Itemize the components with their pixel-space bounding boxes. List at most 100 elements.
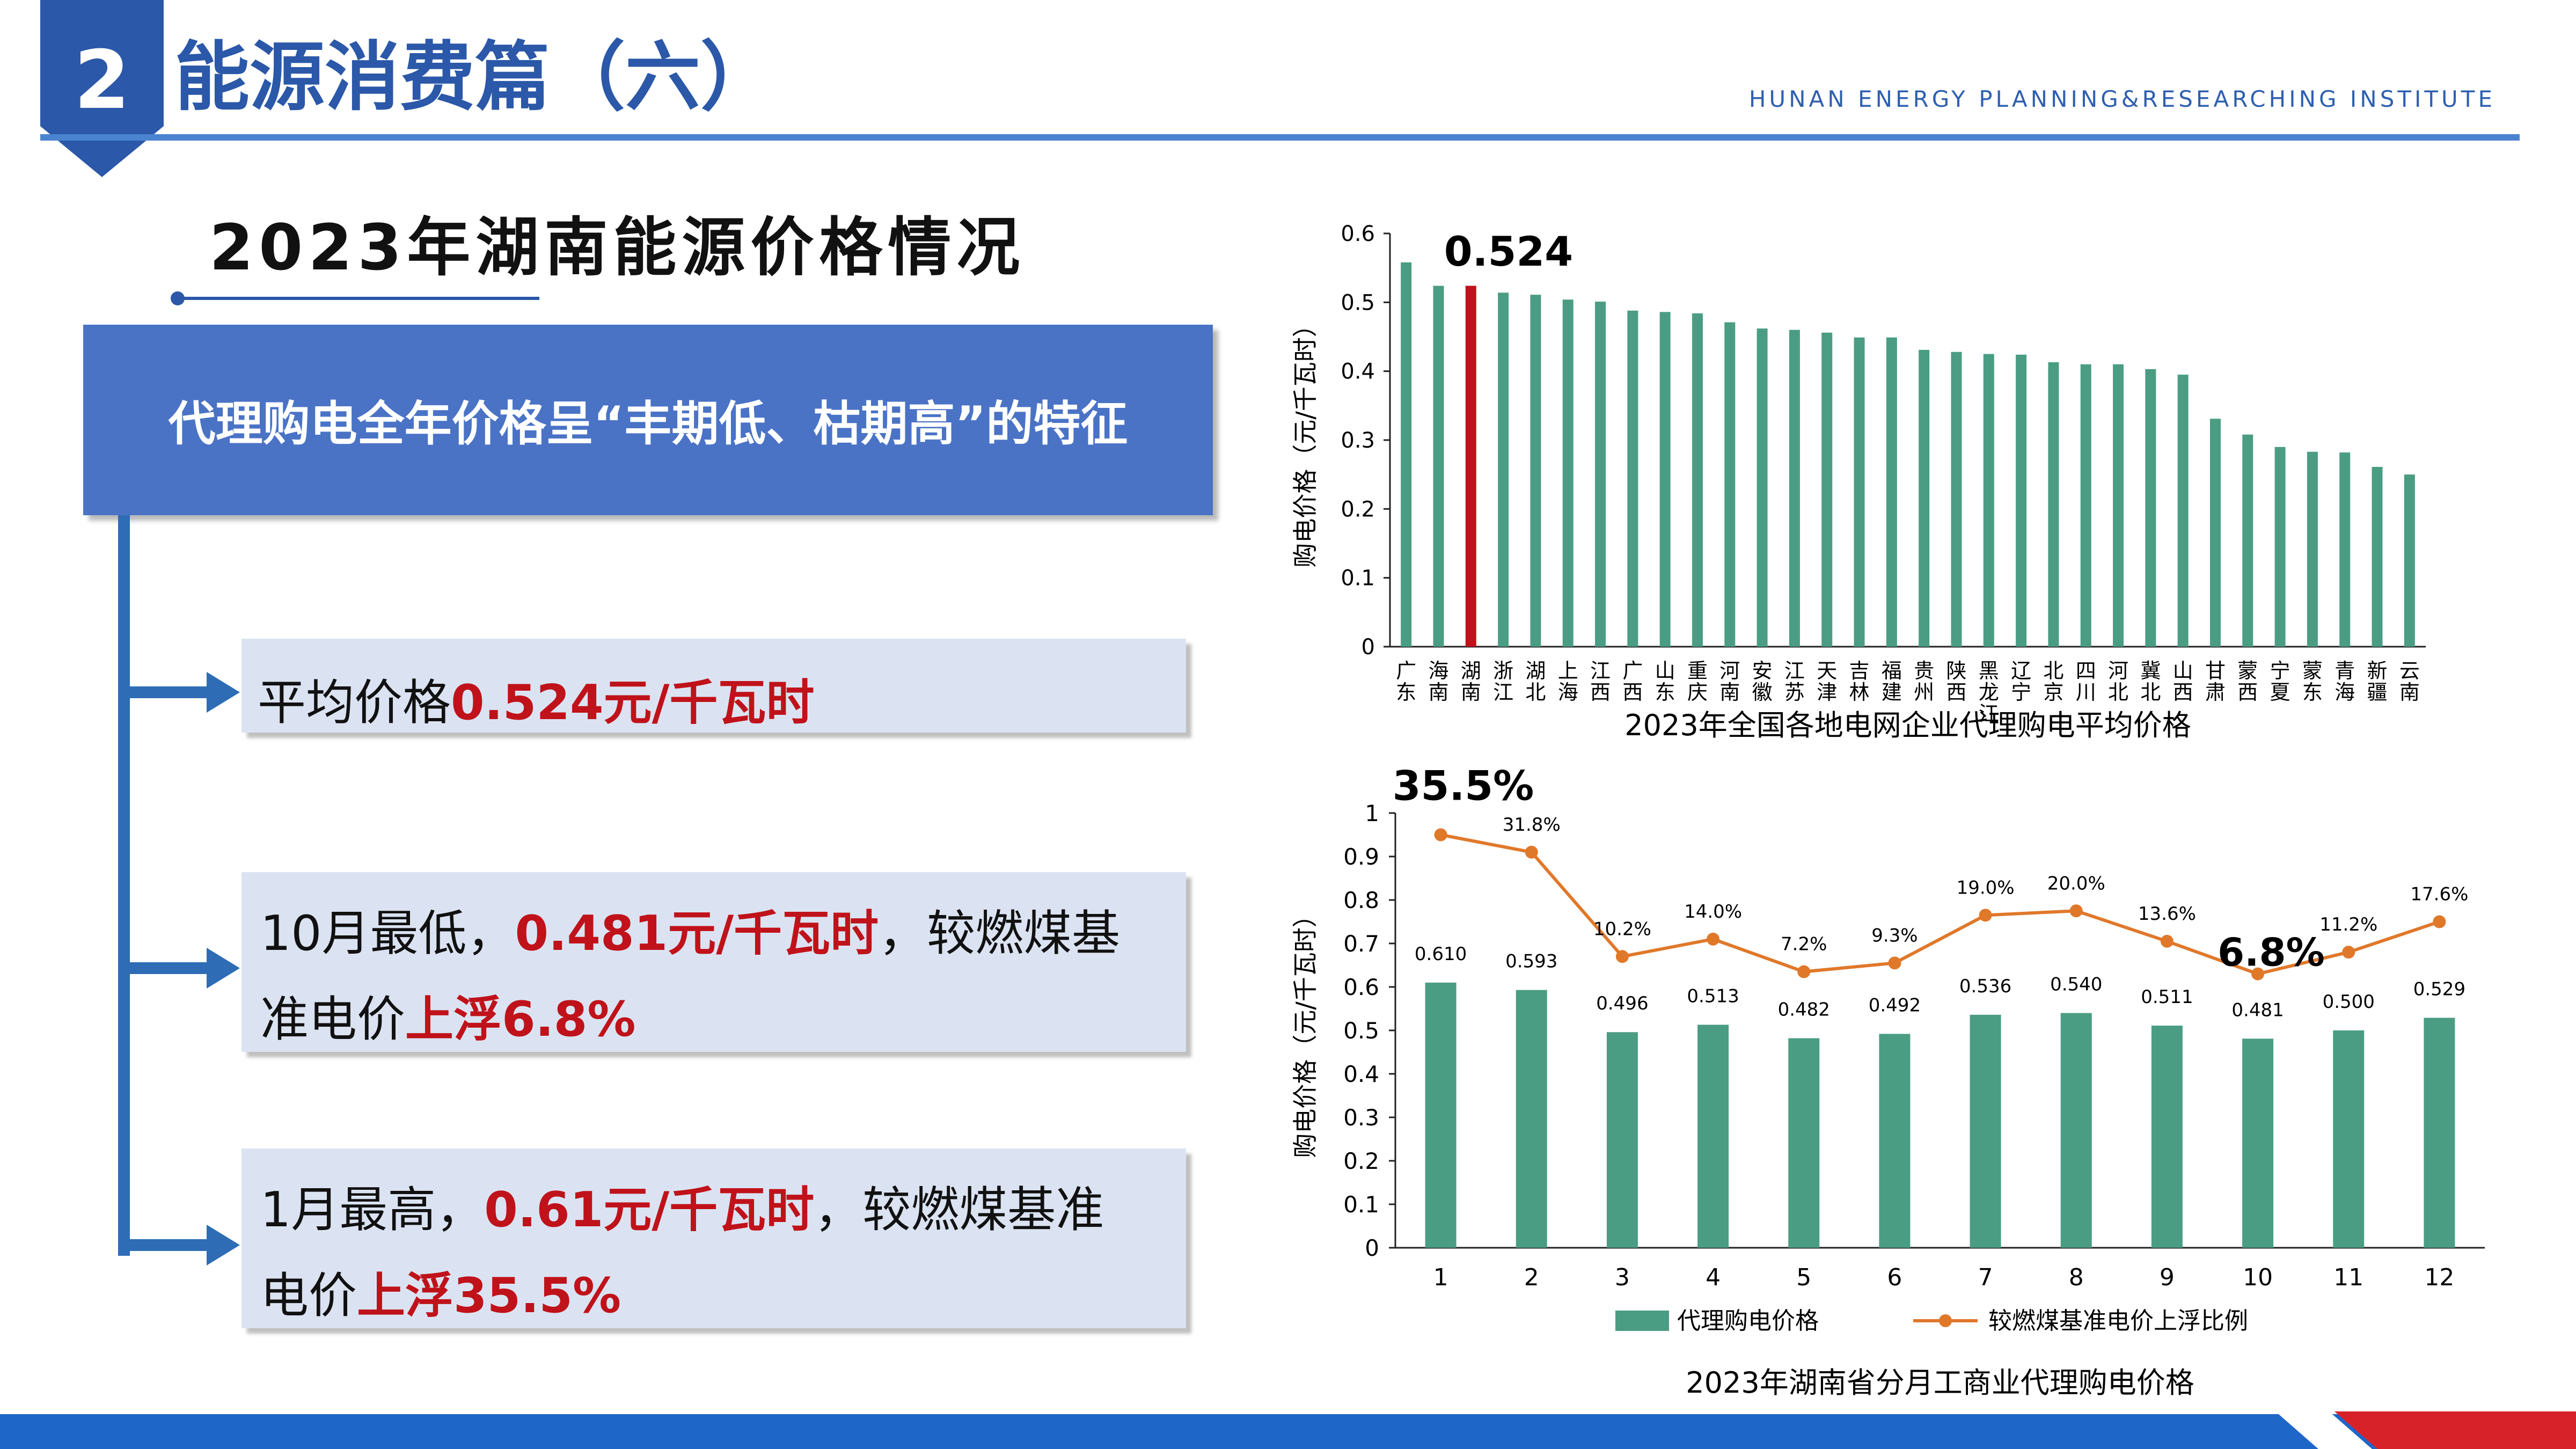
section-subtitle: 2023年湖南能源价格情况 (209, 210, 1026, 284)
x-tick-label: 贵 (1914, 659, 1934, 683)
x-tick-label: 福 (1882, 659, 1902, 683)
x-tick-label: 西 (1946, 680, 1966, 704)
bar-value-label: 0.529 (2413, 979, 2465, 1000)
series-point (2251, 967, 2265, 980)
x-tick-label: 冀 (2140, 659, 2161, 683)
bar-value-label: 0.593 (1505, 951, 1557, 972)
bar (1757, 328, 1768, 647)
x-tick-label: 东 (1655, 680, 1675, 704)
series-point (1615, 950, 1629, 963)
x-tick-label: 蒙 (2237, 659, 2258, 683)
x-tick-label: 5 (1796, 1264, 1811, 1291)
bar (1919, 349, 1930, 647)
bar (2016, 354, 2027, 647)
average-label: 平均价格 (258, 675, 451, 731)
highest-line-1: 1月最高，0.61元/千瓦时，较燃煤基准 (260, 1167, 1104, 1253)
bar (2424, 1018, 2455, 1248)
bar-value-label: 0.481 (2231, 999, 2284, 1021)
x-tick-label: 广 (1622, 659, 1643, 683)
x-tick-label: 甘 (2205, 659, 2226, 683)
bar (2177, 375, 2189, 647)
bar (1627, 310, 1638, 647)
x-tick-label: 河 (2108, 659, 2128, 683)
bar (2113, 364, 2124, 647)
bar (1530, 295, 1541, 647)
series-point (2433, 915, 2446, 928)
lowest-float: 上浮6.8% (405, 991, 636, 1048)
series-line (1440, 833, 2440, 976)
bar (1659, 312, 1671, 647)
bar (1425, 982, 1457, 1248)
bar-value-label: 0.482 (1778, 999, 1830, 1021)
info-card-lowest (241, 872, 1186, 1052)
lowest-compare-cont: 准电价 (260, 991, 405, 1048)
x-tick-label: 夏 (2270, 680, 2290, 704)
x-tick-label: 西 (1622, 680, 1643, 704)
chart-national-avg-price: 00.10.20.30.40.50.6广东海南湖南浙江湖北上海江西广西山东重庆河… (1291, 222, 2426, 742)
feature-text: 代理购电全年价格呈“丰期低、枯期高”的特征 (168, 396, 1128, 451)
y-tick-label: 0.8 (1343, 887, 1379, 913)
chart-hunan-monthly-price: 0 0.1 0.2 0.3 0.4 0.5 0.6 0.7 0.8 0.9 1 0.610 1 0.593… (1291, 762, 2485, 1400)
bar-value-label: 0.513 (1687, 985, 1739, 1007)
bar (1983, 354, 1994, 647)
bar (2274, 447, 2286, 647)
x-tick-label: 河 (1719, 659, 1740, 683)
slide-title: 能源消费篇（六） (174, 34, 776, 121)
y-tick-label: 0.6 (1341, 222, 1375, 246)
bar-value-label: 0.492 (1869, 994, 1921, 1016)
x-tick-label: 海 (1558, 680, 1578, 704)
line-value-label: 10.2% (1593, 918, 1651, 940)
bar (1562, 299, 1574, 647)
y-tick-label: 0.9 (1343, 844, 1379, 870)
x-tick-label: 天 (1817, 659, 1837, 683)
series-point (1525, 845, 1538, 859)
bar (2372, 467, 2383, 647)
x-tick-label: 吉 (1849, 659, 1870, 683)
footer-decoration (2275, 1411, 2576, 1449)
lowest-price: 0.481元/千瓦时 (515, 905, 879, 962)
y-tick-label: 1 (1365, 800, 1379, 826)
arrow-right-icon (207, 948, 240, 989)
bar-value-label: 0.610 (1415, 943, 1467, 965)
arrow-right-icon (207, 1225, 240, 1265)
series-point (1434, 828, 1447, 841)
x-tick-label: 京 (2043, 680, 2063, 704)
x-tick-label: 蒙 (2302, 659, 2323, 683)
lowest-line-2: 准电价上浮6.8% (260, 977, 1120, 1063)
connector-branch-1 (123, 686, 209, 698)
x-tick-label: 南 (1461, 680, 1481, 704)
x-tick-label: 2 (1524, 1264, 1539, 1291)
bar (1854, 337, 1865, 647)
max-float-label: 35.5% (1393, 762, 1534, 810)
bar-value-label: 0.496 (1596, 993, 1648, 1014)
feature-banner (83, 325, 1213, 515)
y-tick-label: 0.2 (1341, 497, 1375, 522)
series-point (2069, 904, 2083, 918)
x-tick-label: 4 (1706, 1264, 1721, 1291)
bar-value-label: 0.536 (1959, 976, 2011, 997)
highest-price: 0.61元/千瓦时 (484, 1182, 815, 1238)
x-tick-label: 疆 (2367, 680, 2388, 704)
bar (1788, 1038, 1820, 1248)
x-tick-label: 江 (1493, 680, 1513, 704)
bar (2307, 451, 2318, 647)
x-tick-label: 龙 (1979, 680, 1999, 704)
x-tick-label: 湖 (1525, 659, 1546, 683)
bar (1401, 262, 1412, 647)
bar (2242, 434, 2253, 647)
connector-branch-2 (123, 962, 209, 974)
bar (1951, 352, 1962, 647)
x-tick-label: 西 (1590, 680, 1611, 704)
line-value-label: 31.8% (1503, 814, 1561, 836)
x-tick-label: 江 (1979, 702, 1999, 726)
x-tick-label: 林 (1849, 680, 1870, 704)
x-tick-label: 9 (2160, 1264, 2175, 1291)
x-tick-label: 州 (1914, 680, 1934, 704)
bar (1879, 1034, 1911, 1248)
info-card-highest (241, 1148, 1186, 1328)
x-tick-label: 北 (2043, 659, 2063, 683)
x-tick-label: 庆 (1687, 680, 1708, 704)
x-tick-label: 上 (1558, 659, 1578, 683)
line-value-label: 20.0% (2047, 873, 2105, 894)
x-tick-label: 宁 (2011, 680, 2031, 704)
